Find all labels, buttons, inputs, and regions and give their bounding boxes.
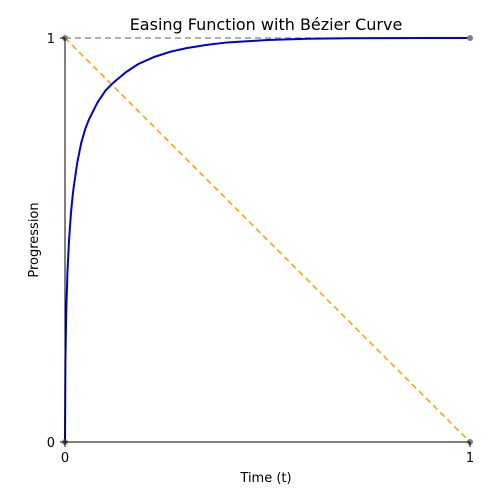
series-line-0 (64, 37, 470, 443)
series-line-1 (64, 37, 471, 443)
x-tick-label-0: 0 (61, 451, 69, 466)
x-axis-label: Time (t) (239, 471, 291, 486)
y-tick-label-0: 0 (47, 436, 55, 451)
y-axis-label: Progression (27, 202, 42, 277)
axis-ticks: 0 1 0 1 (47, 32, 474, 466)
plot-area (62, 35, 473, 445)
x-tick-label-1: 1 (466, 451, 474, 466)
control-point-2 (467, 35, 473, 41)
chart-title: Easing Function with Bézier Curve (130, 15, 403, 34)
y-tick-label-1: 1 (47, 32, 55, 47)
